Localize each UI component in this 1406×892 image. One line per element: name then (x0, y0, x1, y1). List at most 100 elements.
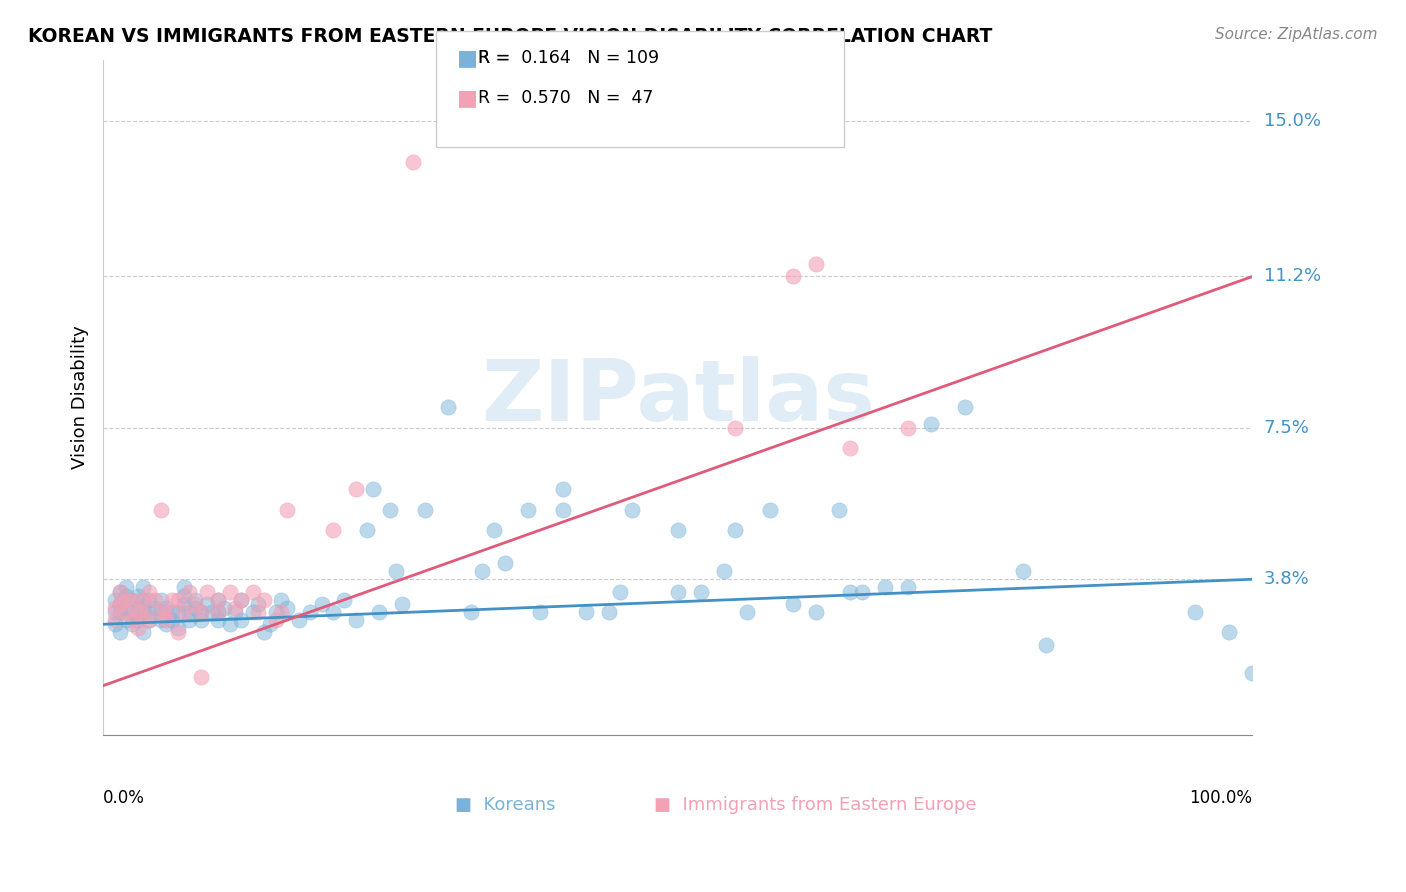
Point (132, 581, 155, 595)
Point (138, 613, 160, 627)
Point (149, 605, 172, 619)
Point (160, 613, 183, 627)
Text: R =  0.570   N =  47: R = 0.570 N = 47 (478, 89, 654, 107)
Point (160, 592, 183, 607)
Point (242, 605, 264, 619)
Text: KOREAN VS IMMIGRANTS FROM EASTERN EUROPE VISION DISABILITY CORRELATION CHART: KOREAN VS IMMIGRANTS FROM EASTERN EUROPE… (28, 27, 993, 45)
Point (247, 605, 270, 619)
Point (127, 613, 149, 627)
Point (437, 401, 460, 415)
Point (127, 621, 149, 635)
Point (897, 581, 920, 595)
Point (184, 592, 207, 607)
Text: 3.8%: 3.8% (1264, 570, 1309, 588)
Point (132, 625, 155, 640)
Point (873, 581, 896, 595)
Point (482, 523, 505, 537)
Point (804, 257, 827, 271)
Point (127, 605, 149, 619)
Text: R =  0.164   N = 109: R = 0.164 N = 109 (478, 49, 659, 67)
Point (311, 597, 333, 611)
Point (190, 670, 212, 684)
Point (166, 592, 188, 607)
Point (247, 597, 270, 611)
Point (132, 592, 155, 607)
Point (121, 592, 143, 607)
Point (190, 605, 212, 619)
Point (115, 605, 138, 619)
Point (218, 584, 240, 599)
Point (166, 605, 188, 619)
Point (551, 482, 574, 496)
Text: 100.0%: 100.0% (1189, 789, 1253, 806)
Text: ■: ■ (457, 88, 478, 108)
Point (155, 613, 177, 627)
Point (287, 613, 309, 627)
Point (551, 502, 574, 516)
Point (229, 592, 252, 607)
Point (804, 605, 827, 619)
Text: ■  Immigrants from Eastern Europe: ■ Immigrants from Eastern Europe (654, 796, 977, 814)
Point (132, 592, 155, 607)
Point (666, 523, 689, 537)
Point (276, 502, 298, 516)
Point (121, 592, 143, 607)
Text: Source: ZipAtlas.com: Source: ZipAtlas.com (1215, 27, 1378, 42)
Point (115, 601, 138, 615)
Point (1011, 564, 1033, 578)
Point (598, 605, 620, 619)
Point (132, 605, 155, 619)
Point (195, 597, 218, 611)
Point (121, 605, 143, 619)
Point (529, 605, 551, 619)
Point (212, 601, 235, 615)
Point (356, 523, 378, 537)
Point (173, 597, 195, 611)
Point (173, 589, 195, 603)
Point (207, 605, 229, 619)
Y-axis label: Vision Disability: Vision Disability (72, 326, 89, 469)
Point (127, 601, 149, 615)
Point (143, 592, 166, 607)
Point (229, 592, 252, 607)
Point (724, 421, 747, 435)
Point (179, 584, 201, 599)
Point (104, 592, 127, 607)
Point (333, 592, 356, 607)
Point (1184, 605, 1206, 619)
Point (322, 523, 344, 537)
Point (609, 584, 631, 599)
Point (402, 154, 425, 169)
Point (104, 613, 127, 627)
Point (110, 625, 132, 640)
Point (1241, 666, 1264, 681)
Point (173, 581, 195, 595)
Point (190, 605, 212, 619)
Point (166, 625, 188, 640)
Point (155, 605, 177, 619)
Point (259, 617, 281, 632)
Point (517, 502, 540, 516)
Point (270, 605, 292, 619)
Point (138, 584, 160, 599)
Text: 11.2%: 11.2% (1264, 268, 1320, 285)
Point (104, 617, 127, 632)
Point (361, 482, 384, 496)
Point (110, 597, 132, 611)
Text: R =: R = (478, 49, 516, 67)
Point (207, 613, 229, 627)
Point (368, 605, 391, 619)
Point (121, 613, 143, 627)
Point (735, 605, 758, 619)
Point (143, 601, 166, 615)
Point (264, 605, 287, 619)
Point (115, 592, 138, 607)
Point (184, 597, 207, 611)
Point (413, 502, 436, 516)
Point (229, 613, 252, 627)
Point (138, 605, 160, 619)
Point (575, 605, 598, 619)
Point (689, 584, 711, 599)
Point (115, 589, 138, 603)
Point (828, 502, 851, 516)
